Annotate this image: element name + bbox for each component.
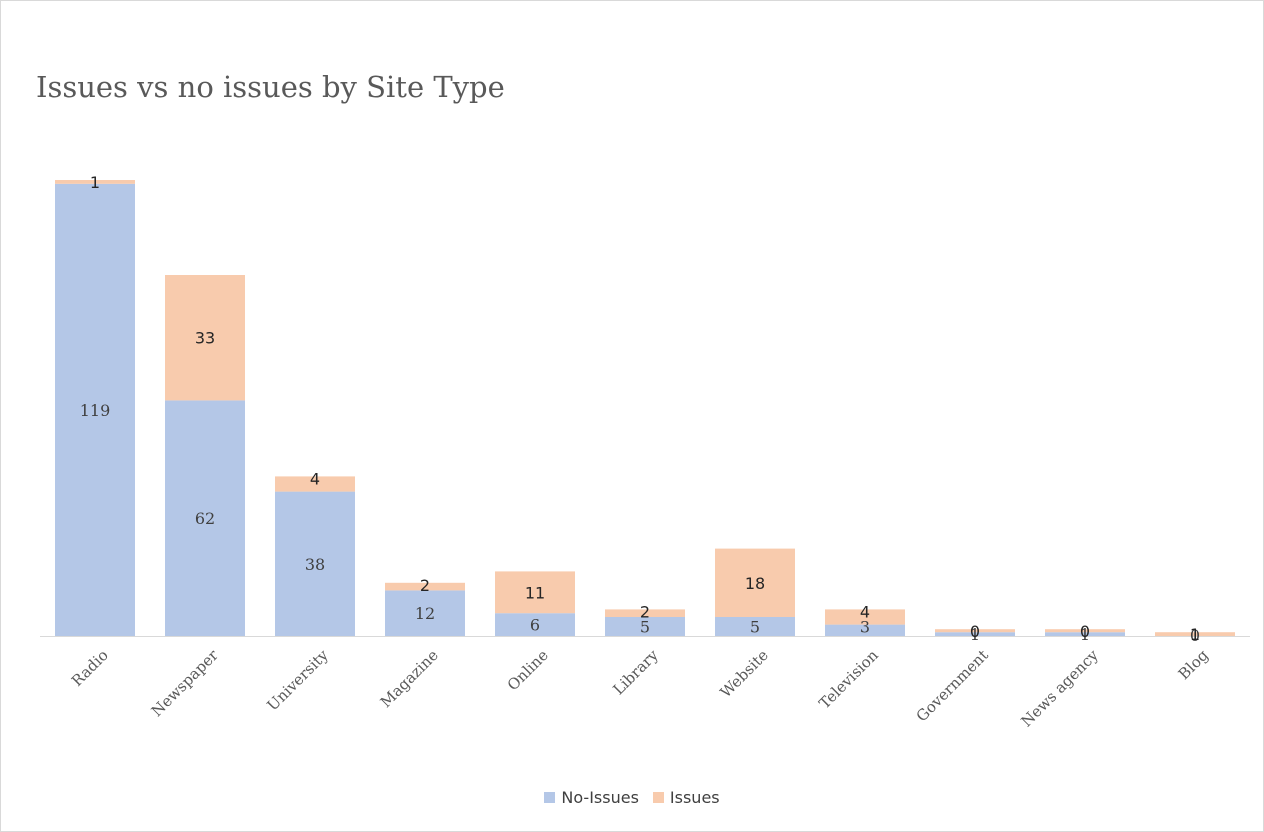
category-label-government: Government (913, 646, 992, 725)
bar-no-issues-newspaper (165, 400, 245, 636)
bars-layer (55, 180, 1235, 637)
bar-issues-government (935, 629, 1015, 633)
data-label-no-issues-government: 1 (970, 625, 980, 644)
category-label-newspaper: Newspaper (148, 646, 223, 721)
chart-canvas: 1191Radio6233Newspaper384University122Ma… (40, 173, 1250, 731)
legend-swatch-issues (652, 792, 664, 803)
data-label-issues-news-agency: 0 (1080, 622, 1090, 641)
data-label-no-issues-library: 5 (640, 618, 650, 637)
legend-swatch-no-issues (544, 792, 556, 803)
bar-issues-magazine (385, 582, 465, 591)
data-label-issues-university: 4 (310, 469, 320, 488)
data-label-issues-government: 0 (970, 622, 980, 641)
category-label-blog: Blog (1175, 646, 1212, 683)
data-label-no-issues-online: 6 (530, 616, 540, 635)
data-label-no-issues-news-agency: 1 (1080, 625, 1090, 644)
bar-issues-newspaper (165, 275, 245, 401)
category-label-library: Library (609, 646, 662, 699)
data-label-issues-newspaper: 33 (195, 329, 215, 348)
data-label-issues-blog: 1 (1190, 625, 1200, 644)
bar-issues-website (715, 548, 795, 617)
data-label-no-issues-radio: 119 (80, 401, 111, 420)
bar-no-issues-library (605, 617, 685, 636)
data-label-no-issues-magazine: 12 (415, 604, 435, 623)
data-label-issues-library: 2 (640, 602, 650, 621)
legend-item-issues: Issues (652, 788, 720, 807)
bar-no-issues-radio (55, 183, 135, 637)
bar-issues-library (605, 609, 685, 617)
data-label-issues-online: 11 (525, 583, 545, 602)
bar-issues-radio (55, 180, 135, 184)
bar-no-issues-television (825, 624, 905, 636)
bar-no-issues-magazine (385, 590, 465, 636)
category-label-university: University (264, 646, 333, 715)
data-label-issues-website: 18 (745, 574, 765, 593)
bar-issues-television (825, 609, 905, 625)
legend-label-no-issues: No-Issues (561, 788, 639, 807)
bar-no-issues-news-agency (1045, 632, 1125, 636)
chart-title: Issues vs no issues by Site Type (36, 70, 505, 104)
category-label-online: Online (504, 646, 552, 694)
bar-issues-online (495, 571, 575, 614)
category-label-news-agency: News agency (1017, 646, 1102, 731)
bar-issues-blog (1155, 632, 1235, 636)
data-label-issues-magazine: 2 (420, 576, 430, 595)
legend-label-issues: Issues (669, 788, 720, 807)
category-label-television: Television (815, 646, 882, 713)
legend-item-no-issues: No-Issues (544, 788, 639, 807)
data-label-no-issues-university: 38 (305, 555, 325, 574)
data-label-no-issues-television: 3 (860, 618, 870, 637)
bar-no-issues-online (495, 613, 575, 636)
bar-no-issues-government (935, 632, 1015, 636)
data-label-issues-radio: 1 (90, 173, 100, 192)
bar-no-issues-university (275, 491, 355, 636)
bar-issues-news-agency (1045, 629, 1125, 633)
data-label-no-issues-blog: 0 (1190, 626, 1200, 645)
bar-no-issues-website (715, 617, 795, 636)
category-label-magazine: Magazine (377, 646, 442, 711)
data-label-issues-television: 4 (860, 602, 870, 621)
category-label-website: Website (717, 646, 772, 701)
bar-issues-university (275, 476, 355, 492)
category-label-radio: Radio (68, 646, 112, 690)
legend: No-Issues Issues (0, 788, 1264, 807)
data-label-no-issues-newspaper: 62 (195, 509, 215, 528)
data-label-no-issues-website: 5 (750, 618, 760, 637)
